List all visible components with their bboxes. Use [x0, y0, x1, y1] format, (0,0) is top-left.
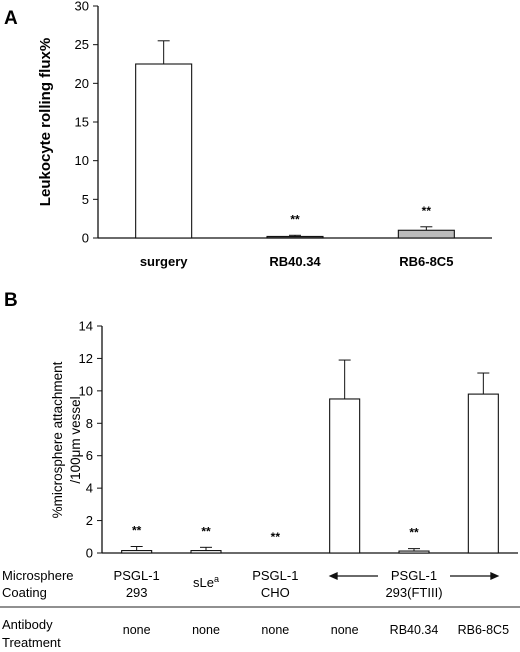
treatment-label: RB40.34 [390, 623, 439, 637]
panel-b-y-tick-label: 10 [79, 383, 93, 398]
panel-b-chart: 0 2 4 6 8 10 12 14 ** ** ** ** [79, 319, 518, 561]
panel-b-label: B [4, 290, 18, 311]
panel-a-chart: 0 5 10 15 20 25 30 surgery ** RB40.34 ** RB6-8C5 [75, 0, 492, 269]
panel-a-y-tick-label: 10 [75, 153, 89, 168]
panel-b-significance-mark: ** [201, 524, 211, 538]
panel-a-y-tick-label: 0 [82, 231, 89, 246]
panel-b-significance-mark: ** [409, 526, 419, 540]
panel-b-y-axis-label-line2: /100μm vessel [68, 396, 83, 483]
panel-b-y-tick-label: 6 [86, 448, 93, 463]
panel-b-y-tick-label: 12 [79, 351, 93, 366]
panel-a-y-tick-label: 15 [75, 115, 89, 130]
coating-label-line1: PSGL-1 [114, 568, 160, 583]
coating-label-slea: sLea [193, 574, 219, 590]
panel-a-y-tick-label: 25 [75, 37, 89, 52]
treatment-label: none [123, 623, 151, 637]
panel-b-y-tick-label: 8 [86, 416, 93, 431]
treatment-label: none [192, 623, 220, 637]
panel-a-category-label: RB40.34 [269, 254, 321, 269]
treatment-label: none [261, 623, 289, 637]
panel-b-significance-mark: ** [271, 530, 281, 544]
panel-b-y-axis-label-line1: %microsphere attachment [50, 361, 65, 518]
coating-label-span-line1: PSGL-1 [391, 568, 437, 583]
treatment-row-label-line1: Antibody [2, 617, 53, 632]
panel-a-bar [397, 229, 455, 239]
panel-b-y-tick-label: 2 [86, 513, 93, 528]
panel-a-label: A [4, 8, 18, 29]
coating-label-line2: CHO [261, 585, 290, 600]
coating-row-label-line1: Microsphere [2, 568, 74, 583]
coating-label-span-line2: 293(FTIII) [385, 585, 442, 600]
panel-a-category-label: RB6-8C5 [399, 254, 453, 269]
panel-a-bar [135, 63, 193, 239]
panel-a-y-tick-label: 5 [82, 192, 89, 207]
left-arrowhead-icon [328, 572, 338, 580]
panel-a-y-tick-label: 20 [75, 76, 89, 91]
treatment-row: none none none none RB40.34 RB6-8C5 [123, 623, 509, 637]
treatment-label: none [331, 623, 359, 637]
panel-a-y-axis-label: Leukocyte rolling flux% [37, 38, 54, 206]
coating-row-label-line2: Coating [2, 585, 47, 600]
panel-b-y-tick-label: 0 [86, 546, 93, 561]
panel-a-significance-mark: ** [290, 212, 300, 226]
panel-b-significance-mark: ** [132, 524, 142, 538]
panel-a-significance-mark: ** [422, 204, 432, 218]
panel-b-bar [467, 393, 499, 554]
panel-a-y-tick-label: 30 [75, 0, 89, 14]
coating-label-line1: PSGL-1 [252, 568, 298, 583]
treatment-row-label-line2: Treatment [2, 635, 61, 650]
panel-a-category-label: surgery [140, 254, 188, 269]
right-arrowhead-icon [490, 572, 500, 580]
panel-a-bar [266, 235, 324, 239]
panel-b-bar [121, 550, 153, 554]
panel-b-bar [398, 550, 430, 554]
coating-row: PSGL-1 293 PSGL-1 CHO sLea PSGL-1 293(FTIII) [114, 568, 500, 600]
panel-b-bar [329, 398, 361, 554]
panel-b-y-tick-label: 14 [79, 319, 93, 334]
panel-b-y-tick-label: 4 [86, 481, 93, 496]
treatment-label: RB6-8C5 [458, 623, 509, 637]
panel-b-bar [190, 550, 222, 554]
coating-label-line2: 293 [126, 585, 148, 600]
